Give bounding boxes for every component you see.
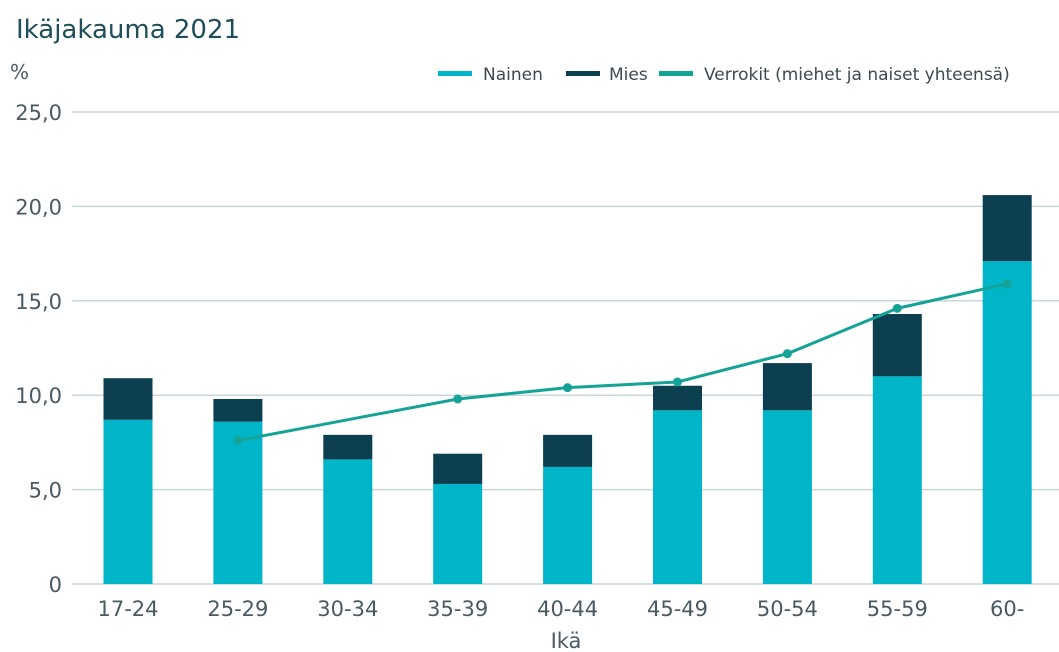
bar-nainen (653, 410, 702, 584)
bar-mies (103, 378, 153, 420)
legend-swatch-verrokit (659, 71, 693, 76)
x-tick-label: 45-49 (647, 597, 708, 621)
bar-nainen (433, 483, 483, 584)
verrokit-line (233, 279, 1012, 446)
verrokit-point (782, 349, 792, 359)
chart-title: Ikäjakauma 2021 (16, 15, 240, 45)
x-tick-label: 35-39 (427, 597, 488, 621)
bar-nainen (872, 376, 922, 584)
legend-swatch-mies (566, 71, 600, 76)
x-tick-label: 30-34 (317, 597, 378, 621)
verrokit-point (1002, 279, 1012, 289)
legend-label-nainen: Nainen (483, 65, 543, 85)
x-tick-label: 60- (990, 597, 1024, 621)
bar-nainen (213, 421, 263, 584)
x-tick-label: 17-24 (97, 597, 158, 621)
verrokit-point (233, 436, 243, 446)
verrokit-point (453, 394, 463, 404)
x-tick-label: 55-59 (867, 597, 928, 621)
y-tick-label: 5,0 (29, 479, 62, 503)
legend-label-verrokit: Verrokit (miehet ja naiset yhteensä) (704, 65, 1010, 85)
y-axis-ticks: 0 5,0 10,0 15,0 20,0 25,0 (15, 101, 62, 597)
x-axis-label: Ikä (551, 629, 582, 652)
bar-mies (762, 363, 812, 411)
x-axis-ticks: 17-24 25-29 30-34 35-39 40-44 45-49 50-54 55-59… (97, 597, 1024, 621)
bar-mies (653, 385, 702, 411)
bar-nainen (982, 261, 1032, 584)
bar-nainen (543, 466, 593, 584)
x-tick-label: 40-44 (537, 597, 598, 621)
bar-mies (433, 453, 483, 484)
verrokit-point (563, 383, 573, 393)
bars (103, 195, 1032, 584)
bar-mies (982, 195, 1032, 262)
x-tick-label: 50-54 (757, 597, 818, 621)
y-axis-unit: % (10, 60, 29, 84)
y-tick-label: 15,0 (15, 290, 62, 314)
verrokit-point (673, 377, 682, 387)
y-tick-label: 0 (49, 573, 62, 597)
bar-nainen (762, 410, 812, 584)
verrokit-point (892, 303, 902, 313)
legend-label-mies: Mies (609, 65, 648, 85)
bar-mies (543, 434, 593, 467)
legend-swatch-nainen (438, 71, 472, 76)
y-tick-label: 10,0 (15, 384, 62, 408)
bar-nainen (103, 419, 153, 584)
x-tick-label: 25-29 (207, 597, 268, 621)
bar-nainen (323, 459, 373, 584)
y-tick-label: 25,0 (15, 101, 62, 125)
bar-mies (872, 314, 922, 377)
bar-mies (213, 398, 263, 422)
y-tick-label: 20,0 (15, 195, 62, 219)
legend: Nainen Mies Verrokit (miehet ja naiset y… (438, 65, 1010, 85)
bar-mies (323, 434, 373, 460)
